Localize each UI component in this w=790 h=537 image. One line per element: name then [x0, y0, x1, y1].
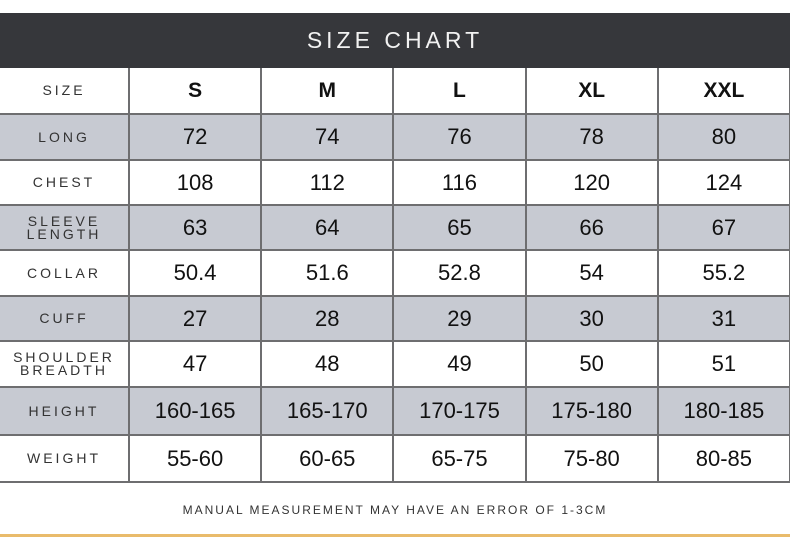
cell: 120 — [524, 159, 659, 206]
cell: 180-185 — [656, 386, 790, 436]
cell: 160-165 — [127, 386, 263, 436]
chart-title: SIZE CHART — [0, 13, 790, 68]
cell: S — [127, 68, 263, 115]
size-table: SIZE S M L XL XXL LONG 72 74 76 78 80 CHEST 108 112 116… — [0, 68, 790, 483]
row-label: SLEEVE LENGTH — [0, 204, 130, 251]
header-row: SIZE S M L XL XXL — [0, 68, 790, 115]
cell: 65-75 — [392, 434, 527, 483]
row-label: CUFF — [0, 295, 130, 342]
cell: 80-85 — [656, 434, 790, 483]
table-row: SLEEVE LENGTH 63 64 65 66 67 — [0, 204, 790, 251]
table-row: COLLAR 50.4 51.6 52.8 54 55.2 — [0, 249, 790, 297]
table-row: LONG 72 74 76 78 80 — [0, 113, 790, 161]
cell: 108 — [127, 159, 263, 206]
cell: 124 — [656, 159, 790, 206]
cell: XL — [524, 68, 659, 115]
cell: 66 — [524, 204, 659, 251]
cell: 63 — [127, 204, 263, 251]
row-label: CHEST — [0, 159, 130, 206]
cell: 170-175 — [392, 386, 527, 436]
cell: 27 — [127, 295, 263, 342]
cell: 74 — [260, 113, 395, 161]
row-label: SIZE — [0, 68, 130, 115]
cell: 65 — [392, 204, 527, 251]
cell: 52.8 — [392, 249, 527, 297]
cell: 116 — [392, 159, 527, 206]
row-label: COLLAR — [0, 249, 130, 297]
cell: 67 — [656, 204, 790, 251]
cell: 165-170 — [260, 386, 395, 436]
cell: 55.2 — [656, 249, 790, 297]
cell: 47 — [127, 340, 263, 388]
accent-line — [0, 534, 790, 537]
cell: 48 — [260, 340, 395, 388]
cell: L — [392, 68, 527, 115]
cell: 51 — [656, 340, 790, 388]
cell: 72 — [127, 113, 263, 161]
table-row: CHEST 108 112 116 120 124 — [0, 159, 790, 206]
cell: 31 — [656, 295, 790, 342]
cell: 80 — [656, 113, 790, 161]
row-label: LONG — [0, 113, 130, 161]
cell: M — [260, 68, 395, 115]
cell: 50 — [524, 340, 659, 388]
cell: 64 — [260, 204, 395, 251]
row-label: HEIGHT — [0, 386, 130, 436]
cell: 30 — [524, 295, 659, 342]
cell: 49 — [392, 340, 527, 388]
cell: 54 — [524, 249, 659, 297]
table-row: SHOULDER BREADTH 47 48 49 50 51 — [0, 340, 790, 388]
row-label: WEIGHT — [0, 434, 130, 483]
cell: 50.4 — [127, 249, 263, 297]
cell: 55-60 — [127, 434, 263, 483]
row-label: SHOULDER BREADTH — [0, 340, 130, 388]
cell: 112 — [260, 159, 395, 206]
measurement-note: MANUAL MEASUREMENT MAY HAVE AN ERROR OF … — [182, 503, 608, 517]
cell: 78 — [524, 113, 659, 161]
table-row: CUFF 27 28 29 30 31 — [0, 295, 790, 342]
cell: 60-65 — [260, 434, 395, 483]
table-row: HEIGHT 160-165 165-170 170-175 175-180 180-18… — [0, 386, 790, 436]
cell: 28 — [260, 295, 395, 342]
cell: 75-80 — [524, 434, 659, 483]
table-row: WEIGHT 55-60 60-65 65-75 75-80 80-85 — [0, 434, 790, 483]
cell: 76 — [392, 113, 527, 161]
cell: XXL — [656, 68, 790, 115]
cell: 51.6 — [260, 249, 395, 297]
cell: 175-180 — [524, 386, 659, 436]
cell: 29 — [392, 295, 527, 342]
